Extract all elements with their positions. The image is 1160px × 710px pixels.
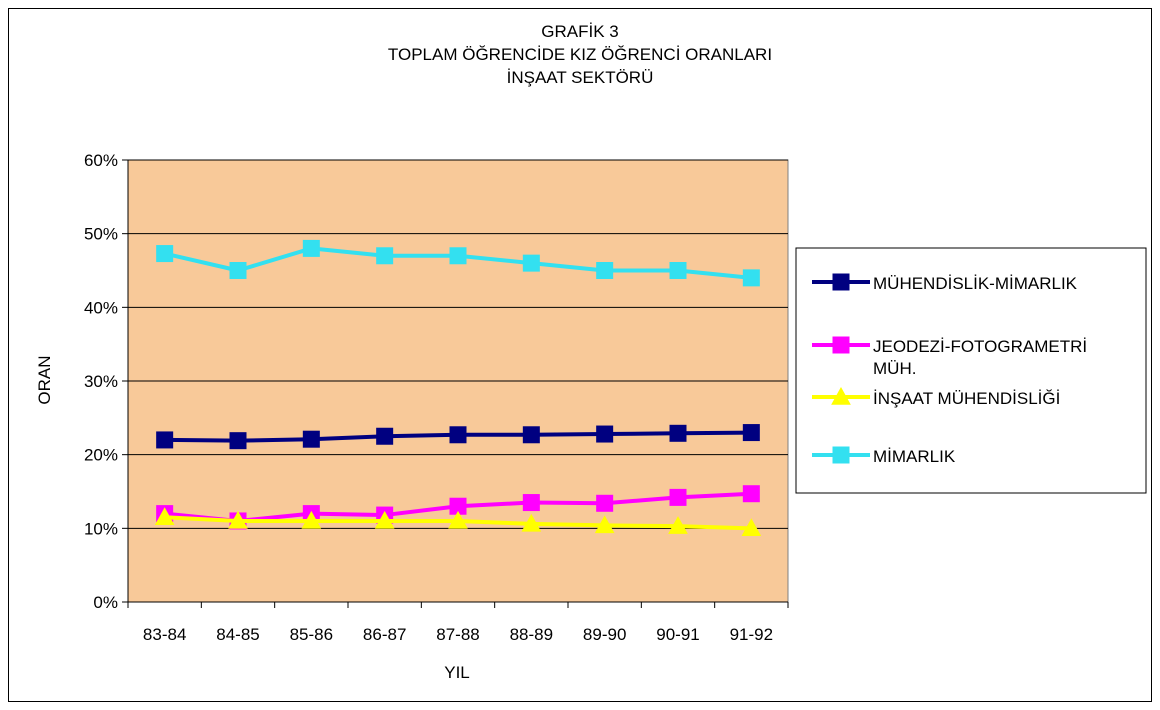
x-axis-label: YIL	[444, 663, 470, 682]
data-point	[522, 426, 540, 444]
data-point	[156, 245, 174, 263]
x-tick-label: 89-90	[583, 625, 626, 644]
legend-item-2: İNŞAAT MÜHENDİSLİĞİ	[812, 386, 1060, 408]
data-point	[596, 262, 614, 279]
x-tick-label: 87-88	[436, 625, 479, 644]
x-tick-label: 85-86	[290, 625, 333, 644]
y-tick-label: 20%	[84, 446, 118, 465]
data-point	[229, 262, 247, 279]
data-point	[742, 424, 760, 442]
legend-swatch-marker	[832, 336, 850, 354]
legend-label: JEODEZİ-FOTOGRAMETRİ	[873, 337, 1087, 356]
axes: 0% 10% 20% 30% 40% 50% 60% 83-84 84-85 85-86 86-87…	[84, 151, 789, 644]
legend-label: İNŞAAT MÜHENDİSLİĞİ	[873, 389, 1060, 408]
x-tick-label: 91-92	[730, 625, 773, 644]
legend-swatch-marker	[832, 446, 850, 464]
chart-title-line-1: GRAFİK 3	[541, 22, 619, 41]
data-point	[154, 507, 175, 525]
data-point	[228, 510, 248, 529]
data-point	[668, 516, 688, 534]
chart-title-line-2: TOPLAM ÖĞRENCİDE KIZ ÖĞRENCİ ORANLARI	[387, 45, 773, 64]
data-point	[449, 426, 467, 444]
x-tick-label: 84-85	[216, 625, 259, 644]
legend-swatch-marker	[831, 386, 851, 405]
y-tick-label: 10%	[84, 519, 118, 538]
series-3	[156, 239, 760, 287]
data-point	[522, 494, 540, 512]
legend-label: MİMARLIK	[873, 447, 956, 466]
legend-item-0: MÜHENDİSLİK-MİMARLIK	[812, 273, 1078, 293]
legend-swatch-marker	[832, 273, 850, 291]
y-tick-label: 30%	[84, 372, 118, 391]
x-tick-label: 90-91	[656, 625, 699, 644]
data-point	[301, 510, 322, 529]
y-tick-label: 40%	[84, 298, 118, 317]
data-point	[596, 494, 614, 512]
data-point	[521, 513, 542, 532]
data-point	[669, 488, 687, 506]
legend: MÜHENDİSLİK-MİMARLIK JEODEZİ-FOTOGRAMETRİ…	[795, 247, 1147, 494]
data-point	[594, 515, 615, 534]
legend-item-3: MİMARLIK	[812, 446, 956, 466]
data-point	[669, 262, 687, 279]
data-point	[742, 269, 760, 287]
data-point	[302, 239, 320, 257]
y-tick-label: 0%	[93, 593, 118, 612]
data-point	[669, 424, 687, 442]
y-axis-label: ORAN	[35, 355, 54, 404]
x-tick-label: 88-89	[510, 625, 553, 644]
data-point	[449, 247, 467, 265]
legend-box	[795, 247, 1147, 494]
y-tick-label: 60%	[84, 151, 118, 170]
data-point	[742, 485, 760, 503]
data-point	[741, 518, 762, 537]
legend-label: MÜHENDİSLİK-MİMARLIK	[873, 274, 1078, 293]
data-point	[156, 431, 174, 449]
data-point	[522, 254, 540, 272]
data-point	[596, 425, 614, 443]
series-0	[156, 424, 760, 450]
legend-item-1: JEODEZİ-FOTOGRAMETRİ MÜH.	[812, 336, 1087, 378]
chart-title: GRAFİK 3 TOPLAM ÖĞRENCİDE KIZ ÖĞRENCİ OR…	[0, 20, 1160, 89]
data-point	[448, 510, 468, 529]
data-point	[229, 432, 247, 450]
chart-title-line-3: İNŞAAT SEKTÖRÜ	[506, 68, 654, 87]
series-layer	[154, 239, 762, 537]
data-point	[376, 427, 394, 445]
y-tick-label: 50%	[84, 225, 118, 244]
x-tick-label: 83-84	[143, 625, 186, 644]
data-point	[376, 247, 394, 265]
series-2	[154, 507, 762, 537]
data-point	[302, 430, 320, 448]
data-point	[374, 510, 395, 529]
legend-label: MÜH.	[873, 359, 916, 378]
x-tick-label: 86-87	[363, 625, 406, 644]
